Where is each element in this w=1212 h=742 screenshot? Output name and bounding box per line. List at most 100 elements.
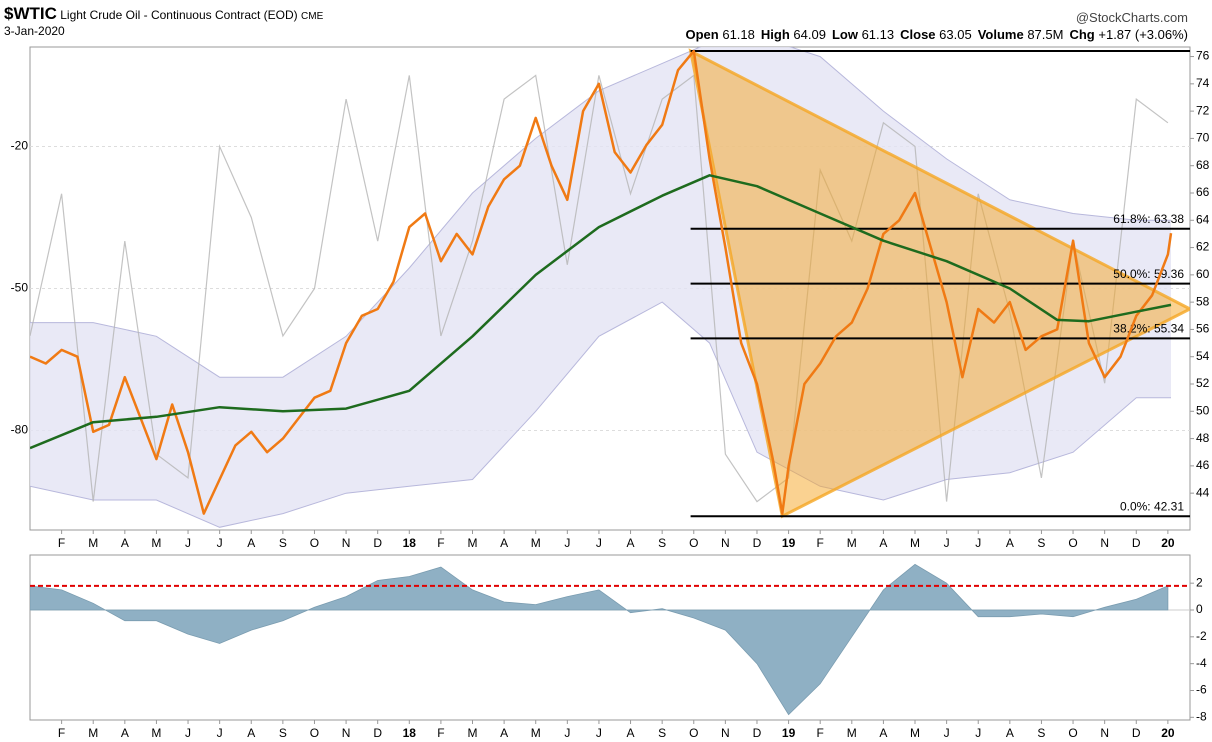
x-tick-label: D <box>1132 726 1141 740</box>
x-tick-label: M <box>88 536 98 550</box>
x-tick-label: M <box>468 536 478 550</box>
y-tick-label: 52 <box>1196 376 1210 390</box>
y-tick-label: 64 <box>1196 212 1210 226</box>
stat-label: Chg <box>1069 27 1095 42</box>
x-tick-label: A <box>627 726 635 740</box>
x-tick-label: D <box>373 536 382 550</box>
x-tick-label: J <box>564 536 570 550</box>
stat-value: 64.09 <box>793 27 826 42</box>
y2-tick-label: -20 <box>11 139 29 153</box>
band-lower <box>30 301 1171 528</box>
y-tick-label: 66 <box>1196 185 1210 199</box>
x-tick-label: N <box>342 536 351 550</box>
x-tick-label: A <box>500 536 508 550</box>
y-tick-label: 58 <box>1196 294 1210 308</box>
x-tick-label: D <box>753 726 762 740</box>
y2-tick-label: -80 <box>11 423 29 437</box>
level-label: 0.0%: 42.31 <box>1120 499 1184 513</box>
x-tick-label: A <box>1006 726 1014 740</box>
x-tick-label: N <box>342 726 351 740</box>
y-tick-label: 62 <box>1196 240 1210 254</box>
x-tick-label: O <box>310 536 319 550</box>
date: 3-Jan-2020 <box>4 24 65 38</box>
series-line <box>30 174 1172 450</box>
x-tick-label: F <box>58 726 65 740</box>
x-tick-label: N <box>721 726 730 740</box>
x-tick-label: M <box>531 726 541 740</box>
x-tick-label: M <box>847 726 857 740</box>
x-tick-label: M <box>531 536 541 550</box>
x-tick-label: O <box>689 726 698 740</box>
x-tick-label: N <box>1100 726 1109 740</box>
stat-label: Close <box>900 27 936 42</box>
y-tick-label: 50 <box>1196 403 1210 417</box>
x-tick-label: S <box>658 726 666 740</box>
x-tick-label: F <box>437 536 444 550</box>
x-tick-label: 18 <box>403 726 417 740</box>
x-tick-label: A <box>247 726 255 740</box>
stat-value: 61.13 <box>861 27 895 42</box>
exchange: CME <box>301 11 324 22</box>
x-tick-label: F <box>437 726 444 740</box>
y-tick-label: 56 <box>1196 322 1210 336</box>
stat-value: 87.5M <box>1027 27 1064 42</box>
histogram-area <box>30 563 1169 716</box>
x-tick-label: F <box>58 536 65 550</box>
y-tick-label: 46 <box>1196 458 1210 472</box>
main-plot: 100.0%: 76.41 61.8%: 63.38 50.0%: 59.36 38.… <box>30 47 1190 528</box>
stat-label: Volume <box>977 27 1024 42</box>
y-tick-label: 70 <box>1196 131 1210 145</box>
axes: F M A M J J A S O N D 18 F M A M J J A S O N D 19 F M A M J J A S O N D 207… <box>11 49 1210 740</box>
stats: Open 61.18 High 64.09 Low 61.13 Close 63.05… <box>679 27 1188 42</box>
stat-label: High <box>760 27 790 42</box>
y-tick-label: -8 <box>1196 709 1207 723</box>
series-line <box>30 49 1173 515</box>
x-tick-label: F <box>817 726 824 740</box>
x-tick-label: 20 <box>1161 726 1175 740</box>
stat-value: 61.18 <box>722 27 755 42</box>
y-tick-label: 54 <box>1196 349 1210 363</box>
y-tick-label: 2 <box>1196 575 1203 589</box>
y-tick-label: 48 <box>1196 431 1210 445</box>
x-tick-label: J <box>975 536 981 550</box>
x-tick-label: A <box>247 536 255 550</box>
y-tick-label: 72 <box>1196 103 1210 117</box>
x-tick-label: 18 <box>403 536 417 550</box>
level-label: 61.8%: 63.38 <box>1113 212 1184 226</box>
y-tick-label: -6 <box>1196 683 1207 697</box>
x-tick-label: A <box>121 726 129 740</box>
x-tick-label: O <box>1068 536 1077 550</box>
indicator-line <box>30 74 1169 503</box>
y-tick-label: 0 <box>1196 602 1203 616</box>
x-tick-label: A <box>121 536 129 550</box>
x-tick-label: J <box>596 536 602 550</box>
x-tick-label: M <box>151 536 161 550</box>
x-tick-label: J <box>564 726 570 740</box>
x-tick-label: M <box>910 726 920 740</box>
x-tick-label: S <box>279 536 287 550</box>
y-tick-label: 68 <box>1196 158 1210 172</box>
x-tick-label: J <box>217 726 223 740</box>
x-tick-label: M <box>847 536 857 550</box>
stat-value: 63.05 <box>939 27 972 42</box>
x-tick-label: J <box>944 726 950 740</box>
x-tick-label: S <box>1037 726 1045 740</box>
y-tick-label: 76 <box>1196 49 1210 63</box>
level-label: 50.0%: 59.36 <box>1113 267 1184 281</box>
x-tick-label: N <box>721 536 730 550</box>
x-tick-label: 19 <box>782 536 796 550</box>
y-tick-label: -2 <box>1196 629 1207 643</box>
x-tick-label: A <box>879 536 887 550</box>
x-tick-label: J <box>975 726 981 740</box>
x-tick-label: S <box>279 726 287 740</box>
x-tick-label: F <box>817 536 824 550</box>
y-tick-label: 60 <box>1196 267 1210 281</box>
x-tick-label: J <box>944 536 950 550</box>
x-tick-label: S <box>1037 536 1045 550</box>
x-tick-label: J <box>185 726 191 740</box>
symbol: $WTIC <box>4 4 57 23</box>
x-tick-label: O <box>1068 726 1077 740</box>
x-tick-label: D <box>1132 536 1141 550</box>
instrument-name: Light Crude Oil - Continuous Contract (E… <box>60 8 298 22</box>
